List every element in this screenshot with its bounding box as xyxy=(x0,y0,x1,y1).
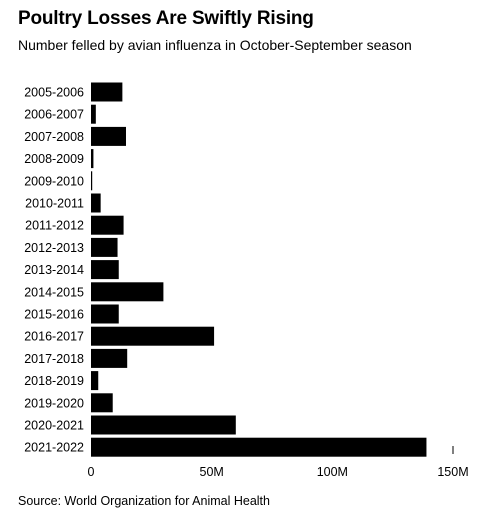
bar xyxy=(91,437,427,457)
bar xyxy=(91,149,94,169)
bar xyxy=(91,126,126,146)
category-label: 2018-2019 xyxy=(24,374,84,388)
category-label: 2012-2013 xyxy=(24,241,84,255)
chart-title: Poultry Losses Are Swiftly Rising xyxy=(18,8,314,29)
x-tick-label: 50M xyxy=(200,465,224,479)
bar xyxy=(91,260,119,280)
category-label: 2020-2021 xyxy=(24,419,84,433)
chart-subtitle: Number felled by avian influenza in Octo… xyxy=(18,37,412,53)
category-label: 2021-2022 xyxy=(24,441,84,455)
bar xyxy=(91,171,93,191)
category-label: 2009-2010 xyxy=(24,174,84,188)
x-tick-label: 100M xyxy=(317,465,348,479)
category-label: 2016-2017 xyxy=(24,330,84,344)
category-label: 2010-2011 xyxy=(25,197,84,211)
x-tick-label: 0 xyxy=(88,465,95,479)
category-label: 2015-2016 xyxy=(24,308,84,322)
source-note: Source: World Organization for Animal He… xyxy=(18,494,270,508)
bar xyxy=(91,371,99,391)
category-label: 2006-2007 xyxy=(24,108,84,122)
x-tick-label: 150M xyxy=(437,465,468,479)
category-label: 2017-2018 xyxy=(24,352,84,366)
bar xyxy=(91,415,236,435)
bar xyxy=(91,393,113,413)
bar xyxy=(91,193,101,213)
bar xyxy=(91,304,119,324)
category-label: 2014-2015 xyxy=(24,285,84,299)
bar xyxy=(91,82,123,102)
category-label: 2007-2008 xyxy=(24,130,84,144)
category-label: 2013-2014 xyxy=(24,263,84,277)
bar xyxy=(91,326,215,346)
bar xyxy=(91,237,118,257)
bar xyxy=(91,348,128,368)
category-label: 2008-2009 xyxy=(24,152,84,166)
category-label: 2005-2006 xyxy=(24,86,84,100)
category-label: 2011-2012 xyxy=(25,219,84,233)
bar xyxy=(91,215,124,235)
bar xyxy=(91,282,164,302)
bar xyxy=(91,104,96,124)
category-label: 2019-2020 xyxy=(24,396,84,410)
